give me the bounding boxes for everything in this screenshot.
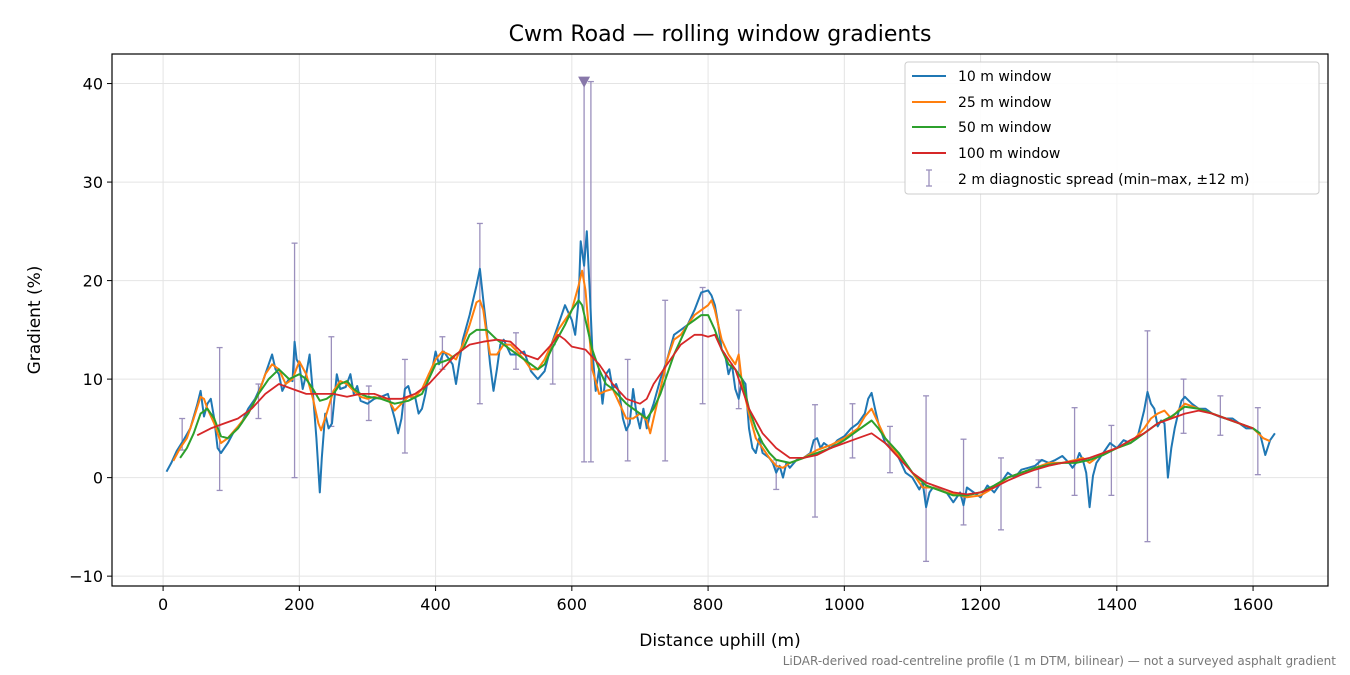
errorbar bbox=[1071, 407, 1078, 497]
x-tick-label: 1200 bbox=[960, 595, 1001, 614]
y-tick-label: 0 bbox=[93, 469, 103, 488]
series-10m-line bbox=[165, 230, 1276, 509]
errorbar bbox=[998, 457, 1005, 531]
errorbar bbox=[624, 358, 631, 462]
errorbar bbox=[849, 403, 856, 459]
x-tick-label: 0 bbox=[158, 595, 168, 614]
y-tick-label: 10 bbox=[83, 370, 103, 389]
plot-frame bbox=[111, 53, 1329, 587]
legend-swatch-errorbar bbox=[926, 169, 932, 187]
legend-label-50m: 50 m window bbox=[958, 120, 1051, 136]
x-tick-label: 1600 bbox=[1233, 595, 1274, 614]
y-axis-ticks: −10 0 10 20 30 40 bbox=[69, 75, 112, 586]
errorbar bbox=[812, 404, 819, 518]
errorbar bbox=[1254, 407, 1261, 476]
errorbar bbox=[923, 395, 930, 563]
legend-label-errorbar: 2 m diagnostic spread (min–max, ±12 m) bbox=[958, 172, 1249, 188]
errorbar bbox=[699, 286, 706, 405]
legend-box bbox=[904, 61, 1320, 195]
x-tick-label: 400 bbox=[420, 595, 451, 614]
footnote: LiDAR-derived road-centreline profile (1… bbox=[783, 654, 1337, 668]
series-100m-line bbox=[196, 333, 1254, 496]
y-tick-label: 20 bbox=[83, 272, 103, 291]
chart-title: Cwm Road — rolling window gradients bbox=[509, 22, 932, 47]
x-tick-label: 1400 bbox=[1096, 595, 1137, 614]
max-gradient-marker bbox=[578, 76, 591, 88]
legend-label-100m: 100 m window bbox=[958, 146, 1060, 162]
errorbar bbox=[401, 358, 408, 454]
legend-label-25m: 25 m window bbox=[958, 95, 1051, 111]
errorbar bbox=[960, 438, 967, 526]
x-axis-ticks: 0 200 400 600 800 1000 1200 1400 1600 bbox=[158, 586, 1273, 614]
legend-label-10m: 10 m window bbox=[958, 69, 1051, 85]
errorbar bbox=[476, 222, 483, 405]
legend: 10 m window 25 m window 50 m window 100 … bbox=[904, 61, 1320, 195]
markers bbox=[578, 76, 591, 88]
series-lines bbox=[165, 230, 1276, 509]
y-tick-label: −10 bbox=[69, 567, 103, 586]
x-tick-label: 200 bbox=[284, 595, 315, 614]
y-axis-label: Gradient (%) bbox=[25, 266, 45, 375]
series-50m-line bbox=[179, 299, 1261, 497]
errorbar bbox=[1144, 330, 1151, 543]
x-tick-label: 600 bbox=[557, 595, 588, 614]
errorbar bbox=[216, 346, 223, 492]
y-tick-label: 40 bbox=[83, 75, 103, 94]
x-axis-label: Distance uphill (m) bbox=[639, 631, 800, 651]
series-25m-line bbox=[172, 269, 1271, 499]
x-tick-label: 1000 bbox=[824, 595, 865, 614]
x-tick-label: 800 bbox=[693, 595, 724, 614]
errorbar bbox=[587, 80, 594, 463]
errorbar bbox=[1108, 424, 1115, 497]
y-tick-label: 30 bbox=[83, 173, 103, 192]
